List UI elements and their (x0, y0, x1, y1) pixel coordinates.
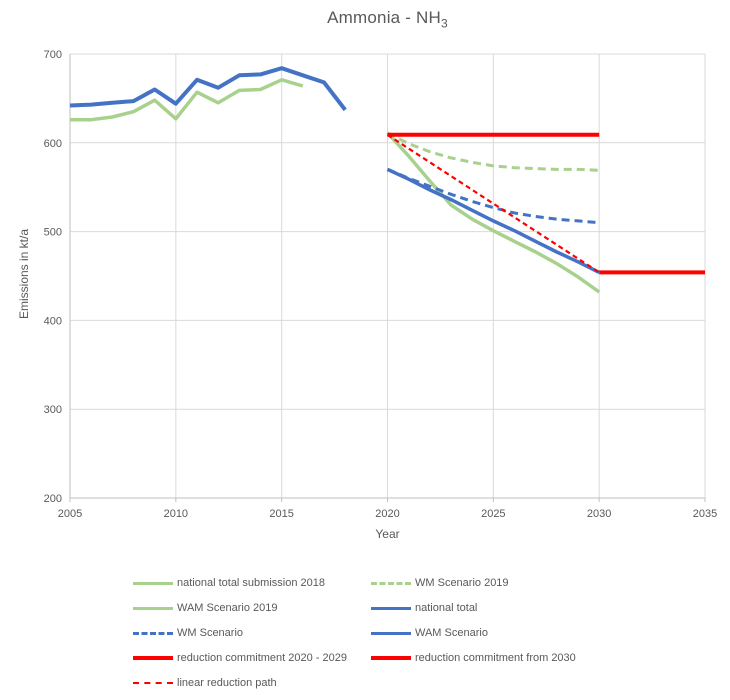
legend-line-swatch (371, 656, 411, 660)
legend-line-swatch (133, 682, 173, 684)
legend-label: WAM Scenario 2019 (177, 602, 278, 614)
y-tick-label: 200 (44, 493, 62, 505)
legend-item: reduction commitment 2020 - 2029 (133, 652, 371, 664)
y-tick-label: 300 (44, 404, 62, 416)
chart-title-text: Ammonia - NH (327, 8, 441, 27)
x-tick-label: 2010 (164, 508, 188, 520)
legend-line-swatch (133, 631, 173, 635)
legend-label: WM Scenario 2019 (415, 577, 509, 589)
legend-line-swatch (133, 581, 173, 585)
y-axis-title: Emissions in kt/a (17, 228, 31, 320)
series-wm-scenario-2019 (386, 131, 600, 172)
x-tick-label: 2035 (693, 508, 717, 520)
series-national-total (69, 66, 347, 112)
chart-title: Ammonia - NH3 (70, 8, 705, 30)
y-tick-label: 600 (44, 138, 62, 150)
legend-label: reduction commitment from 2030 (415, 652, 576, 664)
y-tick-label: 700 (44, 49, 62, 61)
x-tick-label: 2020 (375, 508, 399, 520)
legend-item: reduction commitment from 2030 (371, 652, 576, 664)
legend-item: linear reduction path (133, 677, 371, 689)
legend-label: national total submission 2018 (177, 577, 325, 589)
y-tick-label: 500 (44, 227, 62, 239)
legend-item: national total (371, 602, 576, 614)
legend-line-swatch (371, 581, 411, 585)
legend-item: WAM Scenario (371, 627, 576, 639)
legend-label: national total (415, 602, 478, 614)
series-wam-scenario-2019 (386, 131, 601, 294)
legend-label: WM Scenario (177, 627, 244, 639)
series-wm-scenario (386, 168, 600, 225)
chart-title-subscript: 3 (441, 16, 448, 31)
legend-label: WAM Scenario (415, 627, 488, 639)
legend-item: WM Scenario (133, 627, 371, 639)
legend: national total submission 2018 WM Scenar… (133, 575, 576, 691)
x-tick-label: 2030 (587, 508, 611, 520)
legend-item: WAM Scenario 2019 (133, 602, 371, 614)
emissions-line-chart: 200 300 400 500 600 700 2005 2010 2015 2020 2025 20… (44, 49, 718, 520)
x-tick-label: 2015 (269, 508, 293, 520)
legend-line-swatch (371, 606, 411, 610)
x-axis-title: Year (375, 527, 400, 541)
legend-item: WM Scenario 2019 (371, 577, 576, 589)
legend-line-swatch (371, 631, 411, 635)
legend-item: national total submission 2018 (133, 577, 371, 589)
legend-label: linear reduction path (177, 677, 277, 689)
legend-line-swatch (133, 606, 173, 610)
series-national-total-submission-2018 (70, 78, 304, 122)
x-tick-label: 2025 (481, 508, 505, 520)
series-wam-scenario (386, 167, 600, 274)
y-tick-label: 400 (44, 315, 62, 327)
legend-label: reduction commitment 2020 - 2029 (177, 652, 347, 664)
legend-line-swatch (133, 656, 173, 660)
x-tick-label: 2005 (58, 508, 82, 520)
